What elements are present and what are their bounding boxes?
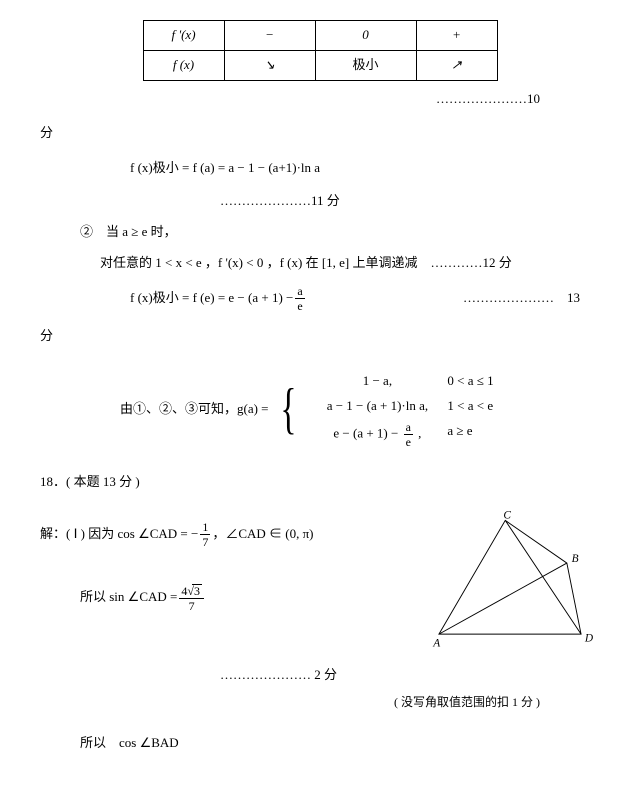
fen-1: 分 xyxy=(40,123,600,144)
frac-a-over-e-2: a e xyxy=(404,421,413,448)
q18-sol-post: ，∠CAD ∈ (0, π) xyxy=(212,524,313,545)
score-marker-11: …………………11 分 xyxy=(40,191,600,212)
score-marker-13: ………………… 13 xyxy=(463,288,580,309)
sin-pre: 所以 sin ∠CAD = xyxy=(80,587,177,608)
cell-inc: ↗ xyxy=(416,50,497,80)
frac-a-over-e-1: a e xyxy=(295,285,304,312)
cell-fprime: f '(x) xyxy=(143,21,224,51)
left-brace: { xyxy=(280,381,296,437)
num-rad: 3 xyxy=(192,584,202,597)
case-row3-r: a ≥ e xyxy=(447,421,527,448)
cell-plus: + xyxy=(416,21,497,51)
cell-min: 极小 xyxy=(315,50,416,80)
derivative-table: f '(x) − 0 + f (x) ↘ 极小 ↗ xyxy=(143,20,498,81)
q18-sol-pre: 解：( Ⅰ ) 因为 cos ∠CAD = − xyxy=(40,524,198,545)
formula-min-e-lhs: f (x)极小 = f (e) = e − (a + 1) − xyxy=(130,288,293,309)
quadrilateral-diagram: A B C D xyxy=(420,507,600,657)
q18-sin-line: 所以 sin ∠CAD = 4√3 7 xyxy=(40,584,420,612)
by-123-text: 由①、②、③可知，g(a) = xyxy=(120,399,269,420)
label-a: A xyxy=(432,637,440,649)
frac-den: e xyxy=(295,299,304,312)
fen-2: 分 xyxy=(40,326,600,347)
case-row3-l: e − (a + 1) − a e , xyxy=(307,421,447,448)
frac-4root3-7: 4√3 7 xyxy=(179,584,204,612)
frac-1-7: 1 7 xyxy=(200,521,210,548)
case-row1-r: 0 < a ≤ 1 xyxy=(447,371,527,392)
case-row3-pre: e − (a + 1) − xyxy=(333,425,401,440)
formula-min-a-text: f (x)极小 = f (a) = a − 1 − (a+1)·ln a xyxy=(130,158,320,179)
quad-outline xyxy=(439,520,581,634)
frac-num: a xyxy=(295,285,304,299)
q18-solution-line1: 解：( Ⅰ ) 因为 cos ∠CAD = − 1 7 ，∠CAD ∈ (0, … xyxy=(40,521,420,548)
cell-zero: 0 xyxy=(315,21,416,51)
score-marker-2: ………………… 2 分 xyxy=(40,665,600,686)
case2-header: ② 当 a ≥ e 时， xyxy=(40,222,600,243)
deduction-note: ( 没写角取值范围的扣 1 分 ) xyxy=(40,693,600,712)
score-marker-10: …………………10 xyxy=(40,89,600,110)
cases: 1 − a,0 < a ≤ 1 a − 1 − (a + 1)·ln a,1 <… xyxy=(307,367,527,452)
case-row1-l: 1 − a, xyxy=(307,371,447,392)
label-d: D xyxy=(584,632,594,644)
diag-ab xyxy=(439,563,567,634)
q18-header: 18．( 本题 13 分 ) xyxy=(40,472,600,493)
final-line: 所以 cos ∠BAD xyxy=(40,733,600,754)
case-row3-post: , xyxy=(418,425,421,440)
cell-minus: − xyxy=(224,21,315,51)
piecewise-definition: 由①、②、③可知，g(a) = { 1 − a,0 < a ≤ 1 a − 1 … xyxy=(40,367,600,452)
cell-dec: ↘ xyxy=(224,50,315,80)
cell-f: f (x) xyxy=(143,50,224,80)
label-b: B xyxy=(572,553,579,565)
case-row2-l: a − 1 − (a + 1)·ln a, xyxy=(307,396,447,417)
case-row2-r: 1 < a < e xyxy=(447,396,527,417)
case2-body: 对任意的 1 < x < e ，f '(x) < 0 ，f (x) 在 [1, … xyxy=(40,253,600,274)
formula-min-e: f (x)极小 = f (e) = e − (a + 1) − a e …………… xyxy=(40,285,600,312)
q18-row: 解：( Ⅰ ) 因为 cos ∠CAD = − 1 7 ，∠CAD ∈ (0, … xyxy=(40,507,600,657)
label-c: C xyxy=(503,509,511,521)
formula-min-a: f (x)极小 = f (a) = a − 1 − (a+1)·ln a xyxy=(40,158,600,179)
